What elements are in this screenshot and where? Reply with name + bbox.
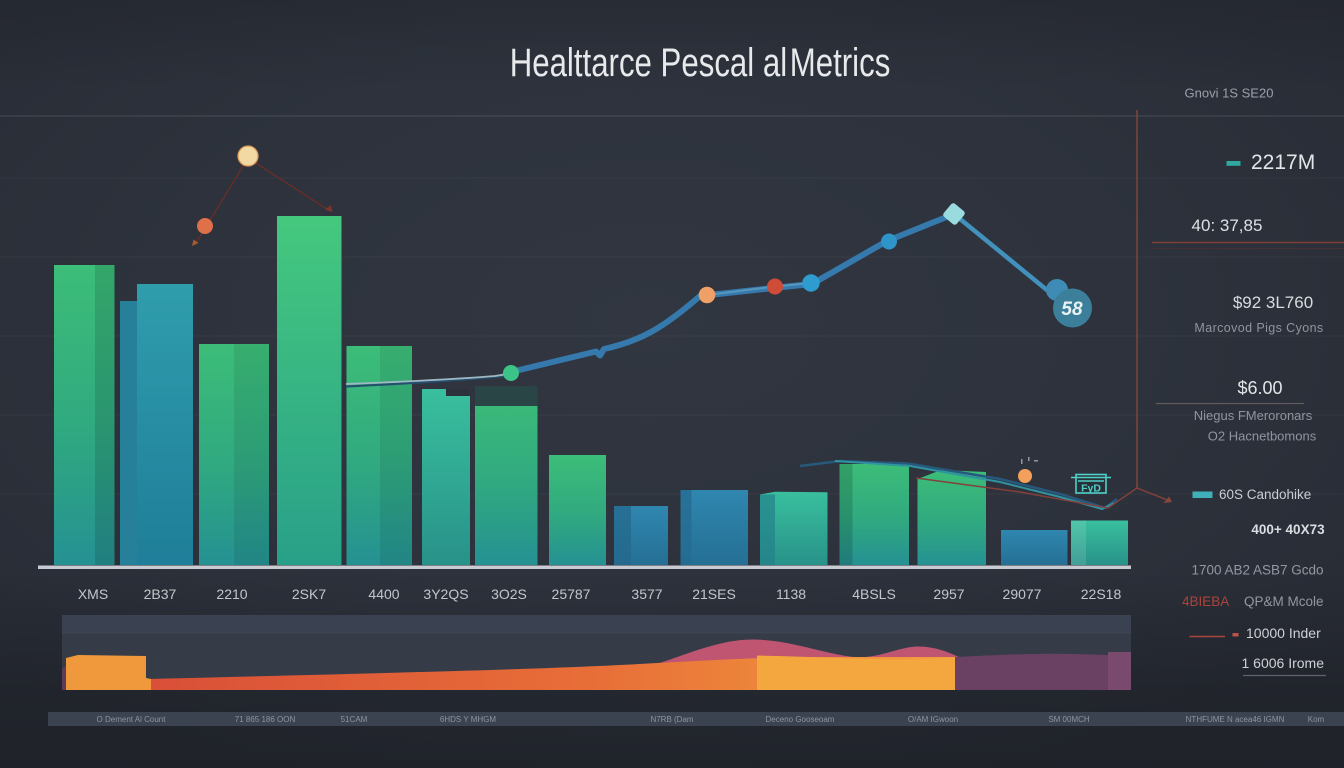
svg-text:$6.00: $6.00 [1237,378,1282,398]
svg-text:NTHFUME N acea46 IGMN: NTHFUME N acea46 IGMN [1186,715,1285,724]
svg-text:51CAM: 51CAM [341,715,368,724]
svg-text:2957: 2957 [933,586,964,602]
svg-text:1700 AB2 ASB7 Gcdo: 1700 AB2 ASB7 Gcdo [1191,563,1323,578]
svg-text:2B37: 2B37 [144,586,177,602]
svg-text:21SES: 21SES [692,586,736,602]
svg-text:1138: 1138 [776,586,806,602]
svg-text:Kom: Kom [1308,715,1325,724]
svg-text:2217M: 2217M [1251,151,1315,174]
svg-text:O Dement Al Count: O Dement Al Count [97,715,167,724]
svg-text:O2 Hacnetbomons: O2 Hacnetbomons [1208,429,1317,444]
svg-text:3577: 3577 [631,586,662,602]
svg-text:2210: 2210 [216,586,247,602]
svg-text:N7RB (Dam: N7RB (Dam [650,715,693,724]
svg-text:3O2S: 3O2S [491,586,527,602]
svg-text:400+ 40X73: 400+ 40X73 [1251,522,1325,537]
svg-text:Niegus FMeroronars: Niegus FMeroronars [1194,408,1313,423]
svg-text:25787: 25787 [552,586,591,602]
svg-text:22S18: 22S18 [1081,586,1122,602]
svg-text:40: 37,85: 40: 37,85 [1192,216,1263,235]
svg-text:4400: 4400 [368,586,399,602]
svg-text:$92 3L760: $92 3L760 [1233,293,1313,312]
svg-text:29077: 29077 [1003,586,1042,602]
svg-text:71 865 186 OON: 71 865 186 OON [235,715,296,724]
svg-text:4BSLS: 4BSLS [852,586,896,602]
svg-text:1 6006 Irome: 1 6006 Irome [1242,655,1325,671]
svg-text:Marcovod Pigs Cyons: Marcovod Pigs Cyons [1194,321,1323,335]
svg-text:58: 58 [1061,299,1083,320]
svg-text:3Y2QS: 3Y2QS [423,586,468,602]
svg-text:2SK7: 2SK7 [292,586,326,602]
svg-text:Deceno Gooseoam: Deceno Gooseoam [766,715,835,724]
svg-text:60S Candohike: 60S Candohike [1219,487,1311,502]
svg-text:SM 00MCH: SM 00MCH [1048,715,1090,724]
svg-text:10000 Inder: 10000 Inder [1246,625,1321,641]
svg-text:XMS: XMS [78,586,108,602]
svg-text:FyD: FyD [1081,483,1101,495]
svg-text:QP&M Mcole: QP&M Mcole [1244,594,1324,609]
svg-text:4BIEBA: 4BIEBA [1182,594,1229,609]
svg-text:6HDS Y MHGM: 6HDS Y MHGM [440,715,496,724]
svg-text:Gnovi 1S SE20: Gnovi 1S SE20 [1185,86,1274,101]
svg-text:O/AM IGwoon: O/AM IGwoon [908,715,958,724]
